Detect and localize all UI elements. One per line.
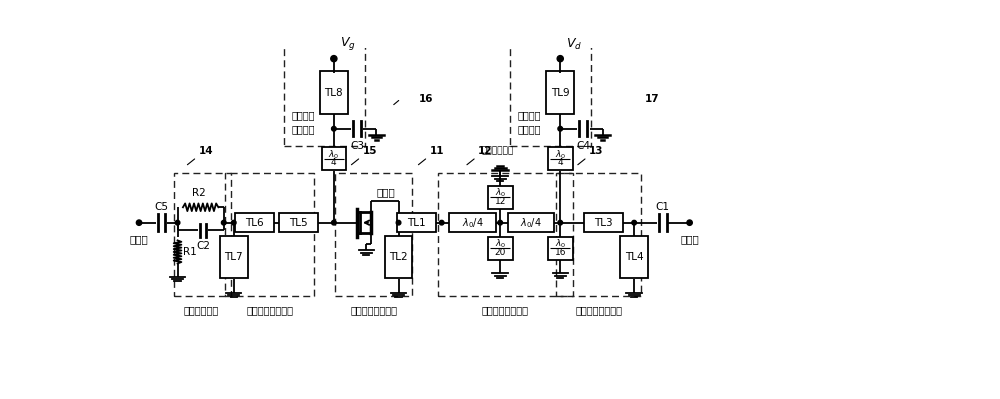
Bar [620,236,648,279]
Text: TL1: TL1 [407,218,426,228]
Text: TL6: TL6 [245,218,264,228]
Text: $\lambda_0$: $\lambda_0$ [555,148,566,161]
Text: 晶体管: 晶体管 [377,187,396,197]
Bar [548,237,573,260]
Text: TL4: TL4 [625,252,643,262]
Bar [488,237,512,260]
Text: 15: 15 [362,146,377,156]
Text: $V_g$: $V_g$ [340,36,356,53]
Text: 11: 11 [429,146,444,156]
Circle shape [498,220,502,225]
Text: C1: C1 [656,202,670,212]
Text: 高次谐波控制单元: 高次谐波控制单元 [481,305,528,315]
Text: 16: 16 [419,94,433,104]
Circle shape [439,220,444,225]
Circle shape [331,55,337,62]
Text: 4: 4 [557,158,563,168]
Text: TL9: TL9 [551,88,570,98]
Bar [235,213,274,232]
Text: 交流短路接地: 交流短路接地 [482,147,514,156]
Text: TL2: TL2 [389,252,408,262]
Bar [556,173,641,296]
Text: C4: C4 [576,141,590,151]
Text: C3: C3 [350,141,364,151]
Circle shape [632,220,636,225]
Bar [322,147,346,170]
Bar [449,213,496,232]
Text: C2: C2 [196,241,210,251]
Circle shape [687,220,692,225]
Text: $\lambda_0$: $\lambda_0$ [495,238,506,250]
Bar [284,45,365,146]
Circle shape [221,220,226,225]
Bar [397,213,436,232]
Text: R1: R1 [183,247,197,257]
Text: 输入基波匹配网络: 输入基波匹配网络 [246,305,293,315]
Text: $\lambda_0$/4: $\lambda_0$/4 [520,216,542,229]
Text: 输出端: 输出端 [680,234,699,244]
Bar [508,213,554,232]
Bar [438,173,573,296]
Text: $V_d$: $V_d$ [566,38,583,53]
Text: TL7: TL7 [224,252,243,262]
Circle shape [396,220,401,225]
Circle shape [558,220,563,225]
Bar [320,71,348,114]
Text: 输入稳定单元: 输入稳定单元 [183,305,218,315]
Bar [488,186,512,209]
Text: 12: 12 [478,146,492,156]
Text: $\lambda_0$: $\lambda_0$ [328,148,340,161]
Text: 栅极直流
偏置单元: 栅极直流 偏置单元 [291,111,315,134]
Bar [510,45,591,146]
Text: R2: R2 [192,188,206,198]
Circle shape [136,220,142,225]
Text: 12: 12 [494,197,506,206]
Text: TL8: TL8 [325,88,343,98]
Text: 14: 14 [198,146,213,156]
Bar [335,173,412,296]
Text: 17: 17 [645,94,660,104]
Bar [546,71,574,114]
Bar [385,236,412,279]
Text: $\lambda_0$: $\lambda_0$ [555,238,566,250]
Circle shape [231,220,236,225]
Bar [220,236,248,279]
Bar [548,147,573,170]
Bar [225,173,314,296]
Circle shape [332,220,336,225]
Text: TL5: TL5 [289,218,308,228]
Text: C5: C5 [154,202,168,212]
Circle shape [175,220,180,225]
Text: TL3: TL3 [594,218,613,228]
Text: 寄生参数调节单元: 寄生参数调节单元 [350,305,397,315]
Text: 输入端: 输入端 [130,234,148,244]
Text: 20: 20 [494,248,506,257]
Text: 13: 13 [589,146,603,156]
Circle shape [332,126,336,131]
Bar [279,213,318,232]
Text: 4: 4 [331,158,337,168]
Text: $\lambda_0$: $\lambda_0$ [495,187,506,200]
Text: 基波阻抗控制单元: 基波阻抗控制单元 [575,305,622,315]
Text: $\lambda_0$/4: $\lambda_0$/4 [462,216,483,229]
Text: 漏极直流
偏置单元: 漏极直流 偏置单元 [518,111,541,134]
Bar [174,173,231,296]
Circle shape [558,126,563,131]
Bar [584,213,623,232]
Text: 16: 16 [554,248,566,257]
Circle shape [557,55,563,62]
